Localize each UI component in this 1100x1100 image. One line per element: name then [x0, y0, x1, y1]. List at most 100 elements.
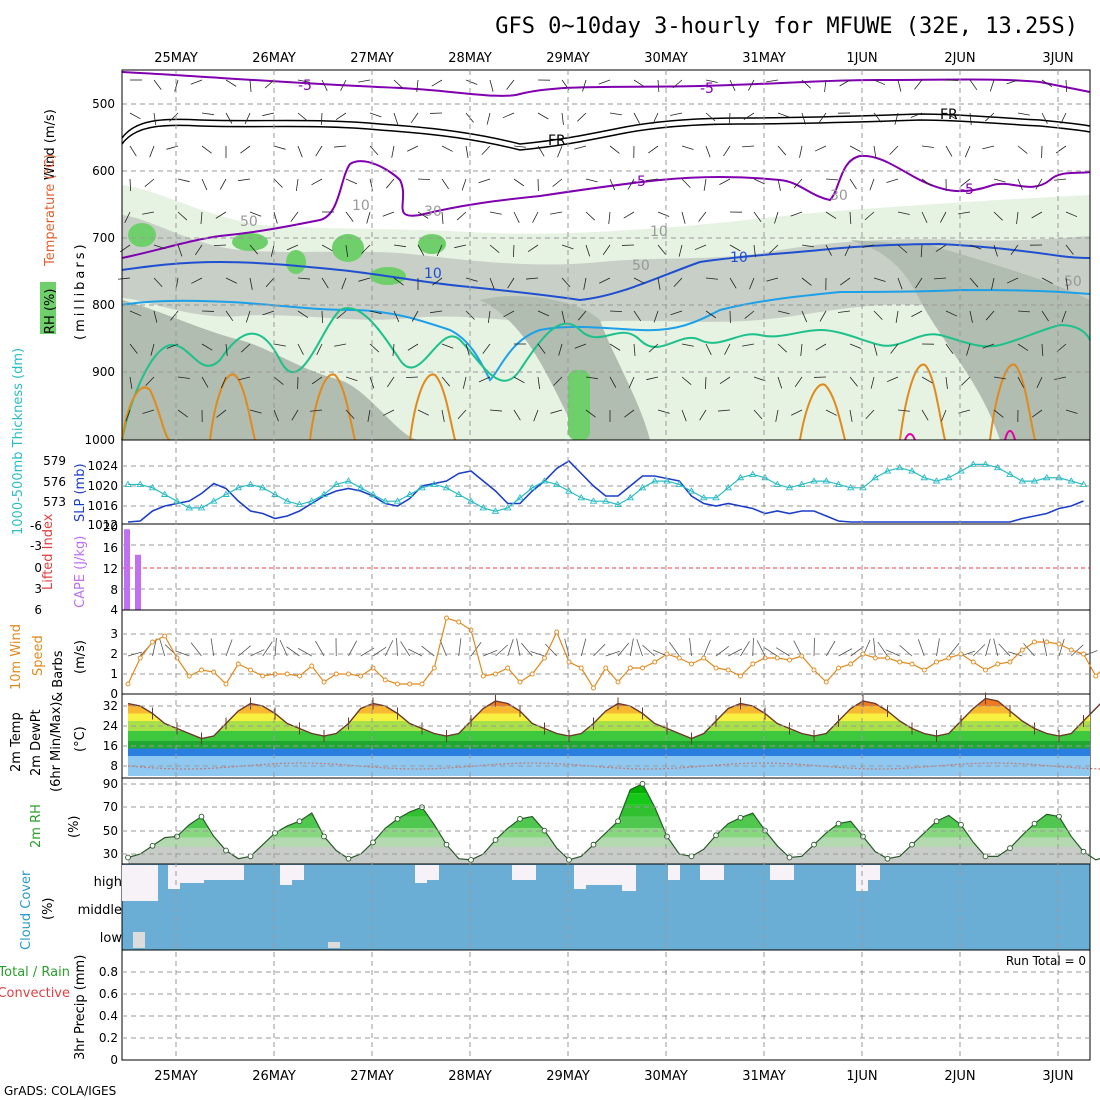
upper-wind-barb	[244, 112, 251, 125]
wind10m-barb	[384, 640, 394, 657]
upper-wind-barb	[367, 409, 371, 422]
upper-wind-barb	[914, 79, 923, 90]
thickness-point	[393, 497, 402, 504]
upper-wind-barb	[201, 145, 212, 154]
upper-wind-barb	[849, 145, 861, 152]
upper-wind-barb	[457, 409, 467, 420]
upper-wind-barb	[775, 409, 779, 422]
rh-point	[370, 839, 376, 846]
ylabel-2m-temp: 2m Temp	[9, 712, 24, 772]
wind10m-barb	[348, 640, 358, 657]
upper-wind-barb	[502, 112, 515, 119]
thickness-point	[1079, 480, 1088, 487]
contour-label: 30	[830, 188, 848, 204]
upper-wind-barb	[718, 409, 731, 412]
wind10m-barb	[838, 648, 853, 657]
upper-wind-barb	[533, 409, 539, 422]
upper-wind-barb	[969, 244, 982, 250]
upper-wind-barb	[345, 409, 355, 420]
upper-wind-barb	[321, 79, 328, 91]
contour-label: 50	[240, 214, 258, 230]
upper-wind-barb	[436, 244, 443, 257]
rh-point	[1007, 845, 1013, 852]
upper-wind-barb	[648, 343, 659, 353]
upper-wind-barb	[839, 79, 851, 87]
wind10m-barb	[521, 642, 533, 657]
thickness-point	[1067, 477, 1076, 484]
upper-wind-barb	[791, 409, 803, 416]
upper-wind-barb	[583, 277, 587, 290]
cloud-panel: high middle low Cloud Cover (%)	[19, 863, 1091, 951]
day-label: 31MAY	[742, 1069, 786, 1084]
upper-wind-barb	[824, 79, 827, 92]
upper-wind-barb	[825, 178, 838, 181]
wind10m-barb	[262, 641, 273, 657]
upper-wind-barb	[311, 376, 323, 385]
thickness-point	[295, 500, 304, 507]
upper-wind-barb	[864, 211, 875, 221]
upper-wind-barb	[699, 409, 707, 421]
upper-wind-barb	[609, 145, 620, 154]
upper-wind-barb	[441, 409, 445, 422]
upper-wind-barb	[240, 145, 251, 154]
rh-green-blob	[332, 234, 364, 262]
upper-wind-barb	[818, 112, 827, 123]
upper-wind-barb	[945, 310, 958, 317]
temp2m-panel: 32 24 16 8 2m Temp 2m DewPt (6hr Min/Max…	[9, 692, 1100, 792]
wind10m-point	[787, 657, 792, 663]
cloud-high-gap	[168, 865, 180, 889]
thickness-point	[834, 480, 843, 487]
wind10m-barb	[396, 638, 398, 657]
cloud-high-gap	[868, 865, 880, 880]
cloud-high-gap	[204, 865, 214, 880]
upper-wind-barb	[1065, 79, 1068, 93]
wind10m-point	[823, 679, 829, 685]
day-label: 28MAY	[448, 51, 492, 66]
wind10m-point	[970, 659, 976, 665]
wind10m-barb	[298, 648, 312, 657]
upper-wind-barb	[417, 211, 429, 219]
ylabel-convective: Convective	[0, 986, 70, 1001]
upper-wind-barb	[609, 343, 621, 351]
isotherm-minus5-lower	[121, 154, 1091, 259]
upper-wind-barb	[985, 310, 995, 321]
upper-wind-barb	[561, 244, 574, 250]
upper-wind-barb	[657, 211, 670, 217]
wind10m-point	[1044, 639, 1050, 645]
upper-wind-barb	[648, 145, 659, 154]
upper-wind-barb	[215, 211, 227, 219]
upper-wind-barb	[1054, 376, 1067, 380]
upper-wind-barb	[873, 145, 877, 158]
upper-wind-barb	[201, 112, 214, 116]
wind10m-barb	[642, 644, 656, 657]
upper-wind-barb	[273, 409, 279, 422]
wind10m-point	[836, 665, 841, 671]
upper-wind-barb	[1065, 211, 1078, 218]
wind10m-point	[431, 665, 437, 671]
cloud-low-gap	[133, 932, 145, 948]
rh2m-panel: 90 70 50 30 2m RH (%)	[29, 777, 1100, 865]
wind10m-barb	[225, 639, 233, 657]
upper-wind-barb	[225, 343, 228, 356]
thickness-point	[748, 470, 757, 477]
upper-wind-barb	[1017, 145, 1028, 154]
upper-wind-barb	[838, 310, 851, 313]
cloud-high-gap	[122, 865, 158, 901]
rh-point	[835, 820, 842, 827]
upper-wind-barb	[574, 343, 587, 349]
wind10m-barb	[715, 645, 730, 657]
wind10m-point	[382, 677, 388, 683]
upper-wind-barb	[681, 178, 691, 188]
upper-wind-barb	[678, 244, 683, 257]
upper-wind-barb	[513, 178, 525, 187]
upper-wind-barb	[393, 310, 400, 323]
wind10m-barb	[1042, 638, 1048, 657]
wind10m-barb	[580, 638, 587, 657]
upper-wind-barb	[273, 145, 286, 150]
rh-shade-dark-2	[480, 296, 650, 440]
upper-wind-barb	[873, 112, 882, 123]
rh-point	[884, 855, 891, 862]
thickness-point	[307, 497, 316, 504]
upper-wind-barb	[461, 178, 467, 191]
thickness-point	[724, 483, 733, 491]
